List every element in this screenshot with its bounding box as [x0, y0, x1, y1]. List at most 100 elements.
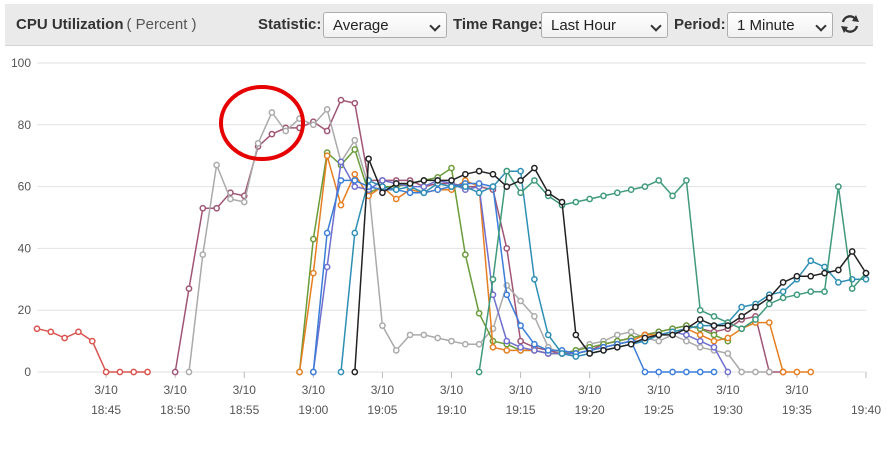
data-point [655, 177, 663, 184]
data-point [655, 368, 663, 376]
x-tick-time-label: 19:40 [851, 403, 881, 417]
data-point [641, 334, 649, 342]
data-point [461, 183, 469, 190]
data-point [351, 229, 359, 237]
data-point [337, 96, 345, 104]
data-point [793, 368, 801, 376]
data-point [696, 343, 704, 351]
x-tick-time-label: 18:45 [91, 403, 121, 417]
statistic-select[interactable]: Average [323, 12, 447, 38]
data-point [337, 368, 345, 376]
data-point [779, 368, 787, 376]
statistic-label: Statistic: [258, 16, 322, 33]
data-point [572, 353, 580, 360]
data-point [779, 279, 787, 286]
data-point [503, 245, 511, 252]
data-point [848, 285, 856, 292]
data-point [268, 130, 276, 138]
data-point [600, 192, 607, 200]
data-point [503, 337, 511, 345]
data-point [461, 251, 469, 258]
data-point [531, 164, 538, 172]
data-point [683, 368, 690, 376]
data-point [47, 328, 55, 336]
data-point [420, 177, 428, 184]
data-point [309, 235, 317, 243]
data-point [531, 313, 538, 320]
series-line-1 [36, 327, 148, 373]
data-point [448, 177, 455, 184]
period-select[interactable]: 1 Minute [727, 12, 833, 38]
data-point [613, 189, 621, 197]
data-point [821, 269, 828, 277]
data-point [641, 368, 649, 376]
data-point [475, 189, 483, 197]
data-point [627, 340, 635, 348]
metric-unit: ( Percent ) [126, 16, 197, 33]
data-point [586, 195, 594, 203]
time-range-select[interactable]: Last Hour [541, 12, 668, 38]
data-point [655, 331, 663, 339]
data-point [171, 368, 179, 376]
data-point [503, 167, 511, 175]
data-point [696, 306, 704, 314]
data-point [793, 291, 801, 299]
data-point [448, 337, 455, 345]
data-point [738, 325, 746, 333]
data-point [752, 316, 759, 323]
data-point [185, 285, 193, 292]
refresh-icon[interactable] [837, 11, 863, 37]
data-point [254, 139, 262, 147]
x-tick-date-label: 3/10 [785, 383, 809, 397]
data-point [296, 368, 303, 376]
data-point [710, 322, 718, 329]
data-point [489, 170, 497, 178]
data-point [144, 368, 151, 376]
data-point [655, 337, 663, 345]
x-tick-date-label: 3/10 [371, 383, 395, 397]
data-point [406, 331, 414, 339]
data-point [517, 177, 524, 184]
data-point [461, 170, 469, 178]
annotation-ellipse [219, 85, 305, 161]
metric-name: CPU Utilization [16, 16, 124, 33]
data-point [765, 294, 773, 302]
chart-header: CPU Utilization( Percent ) Statistic: Av… [5, 4, 873, 46]
data-point [475, 340, 483, 348]
data-point [351, 170, 359, 178]
x-tick-time-label: 18:55 [229, 403, 259, 417]
data-point [323, 229, 331, 237]
data-point [669, 331, 676, 339]
data-point [351, 146, 359, 153]
data-point [489, 183, 497, 190]
data-point [779, 288, 787, 296]
data-point [807, 288, 815, 296]
data-point [724, 368, 732, 376]
time-range-label: Time Range: [453, 16, 543, 33]
x-tick-date-label: 3/10 [233, 383, 257, 397]
data-point [627, 328, 635, 336]
data-point [75, 328, 82, 336]
data-point [475, 309, 483, 317]
data-point [613, 331, 621, 339]
data-point [724, 350, 732, 357]
data-point [323, 127, 331, 135]
data-point [517, 337, 524, 345]
data-point [337, 201, 345, 209]
data-point [683, 177, 690, 184]
x-tick-date-label: 3/10 [94, 383, 118, 397]
data-point [683, 325, 690, 333]
data-point [779, 294, 787, 302]
data-point [807, 257, 815, 265]
data-point [572, 198, 580, 206]
data-point [572, 331, 580, 339]
data-point [489, 343, 497, 351]
y-tick-label: 80 [18, 118, 32, 132]
x-tick-date-label: 3/10 [163, 383, 187, 397]
x-tick-time-label: 18:50 [160, 403, 190, 417]
data-point [379, 322, 386, 329]
data-point [544, 189, 552, 197]
data-point [351, 136, 359, 144]
data-point [613, 343, 621, 351]
